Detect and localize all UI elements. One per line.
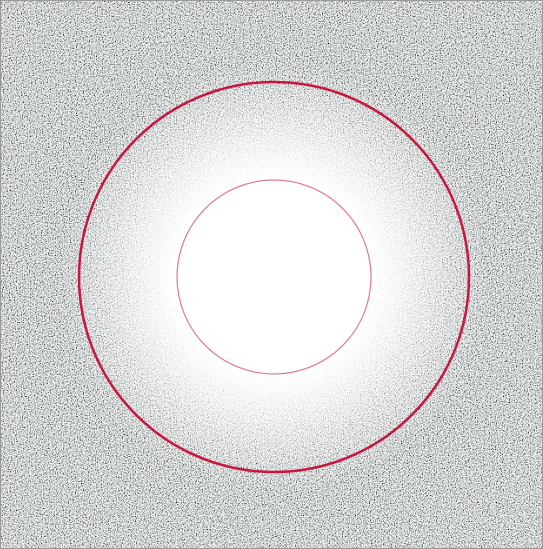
image-view bbox=[0, 0, 543, 549]
noise-image bbox=[0, 0, 543, 549]
